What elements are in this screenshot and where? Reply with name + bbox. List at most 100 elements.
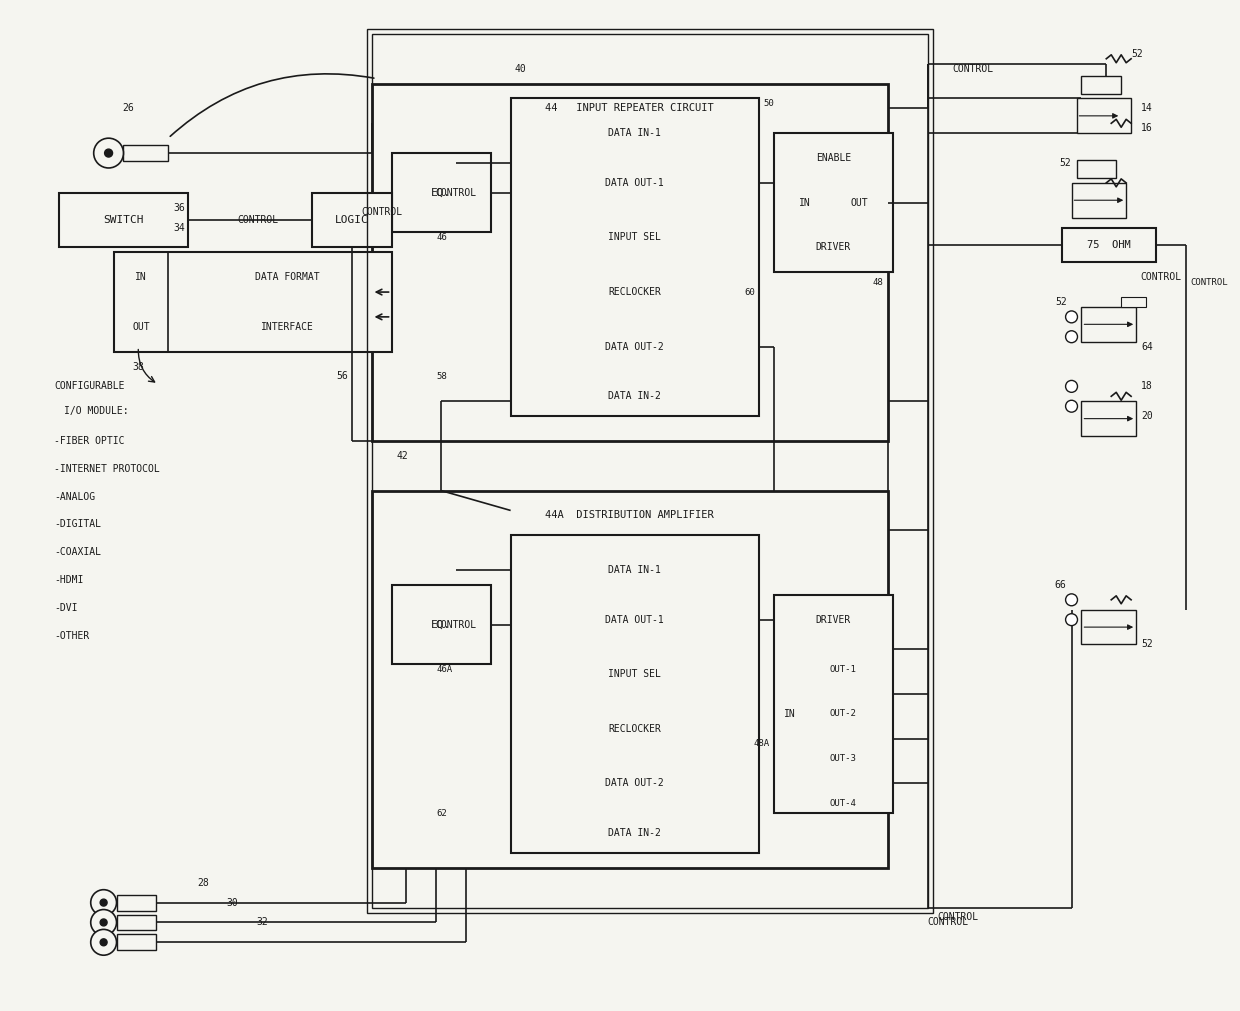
Text: 52: 52 bbox=[1141, 640, 1153, 649]
Text: 18: 18 bbox=[1141, 381, 1153, 391]
Text: CONTROL: CONTROL bbox=[237, 215, 278, 225]
Text: -DVI: -DVI bbox=[55, 603, 77, 613]
Text: I/O MODULE:: I/O MODULE: bbox=[64, 406, 129, 417]
Text: CONTROL: CONTROL bbox=[1141, 272, 1182, 282]
Circle shape bbox=[91, 910, 117, 935]
Text: DATA IN-2: DATA IN-2 bbox=[609, 828, 661, 838]
Text: SWITCH: SWITCH bbox=[103, 215, 144, 225]
Bar bbox=[1081, 76, 1121, 93]
Bar bbox=[1081, 610, 1136, 644]
Bar bbox=[511, 98, 759, 417]
Bar bbox=[312, 193, 392, 248]
Bar bbox=[367, 29, 932, 913]
Bar bbox=[511, 535, 759, 853]
Bar bbox=[60, 193, 188, 248]
Text: DATA IN-2: DATA IN-2 bbox=[609, 391, 661, 401]
Bar bbox=[372, 34, 928, 908]
Bar bbox=[124, 146, 169, 161]
Text: OUT-1: OUT-1 bbox=[830, 665, 857, 673]
Bar bbox=[372, 84, 888, 441]
Text: IN: IN bbox=[799, 198, 810, 207]
Text: 34: 34 bbox=[174, 222, 185, 233]
Text: 16: 16 bbox=[1141, 123, 1153, 133]
Text: 56: 56 bbox=[336, 371, 347, 381]
Text: -OTHER: -OTHER bbox=[55, 631, 89, 641]
Text: 50: 50 bbox=[764, 99, 775, 108]
Text: CONTROL: CONTROL bbox=[1190, 278, 1229, 287]
Text: DRIVER: DRIVER bbox=[816, 243, 851, 253]
Circle shape bbox=[94, 139, 124, 168]
Text: 14: 14 bbox=[1141, 103, 1153, 113]
Text: CONTROL: CONTROL bbox=[435, 620, 476, 630]
Text: 44   INPUT REPEATER CIRCUIT: 44 INPUT REPEATER CIRCUIT bbox=[546, 103, 714, 113]
Text: 52: 52 bbox=[1060, 158, 1071, 168]
Text: 30: 30 bbox=[227, 898, 238, 908]
Text: DATA IN-1: DATA IN-1 bbox=[609, 128, 661, 139]
Text: DATA IN-1: DATA IN-1 bbox=[609, 565, 661, 575]
Text: INTERFACE: INTERFACE bbox=[260, 321, 314, 332]
Text: DATA OUT-1: DATA OUT-1 bbox=[605, 178, 665, 188]
Bar bbox=[117, 895, 156, 911]
Bar bbox=[774, 133, 893, 272]
Text: CONTROL: CONTROL bbox=[937, 913, 978, 922]
Circle shape bbox=[1065, 331, 1078, 343]
Text: CONTROL: CONTROL bbox=[928, 917, 968, 927]
Text: OUT: OUT bbox=[131, 321, 150, 332]
Text: -DIGITAL: -DIGITAL bbox=[55, 520, 100, 530]
Text: 58: 58 bbox=[436, 372, 446, 381]
Text: IN: IN bbox=[135, 272, 146, 282]
Text: 48A: 48A bbox=[754, 739, 770, 748]
Text: ENABLE: ENABLE bbox=[816, 153, 851, 163]
Bar bbox=[1081, 401, 1136, 436]
Bar bbox=[392, 153, 491, 233]
Text: 28: 28 bbox=[197, 878, 208, 888]
Text: 64: 64 bbox=[1141, 342, 1153, 352]
Bar bbox=[774, 594, 893, 813]
Text: LOGIC: LOGIC bbox=[335, 215, 368, 225]
Text: OUT-2: OUT-2 bbox=[830, 710, 857, 719]
Bar bbox=[1121, 297, 1146, 307]
Bar bbox=[1061, 227, 1156, 262]
Circle shape bbox=[1065, 311, 1078, 323]
Text: 60: 60 bbox=[744, 287, 755, 296]
Circle shape bbox=[91, 890, 117, 916]
Text: CONTROL: CONTROL bbox=[435, 188, 476, 198]
Bar bbox=[117, 915, 156, 930]
Text: INPUT SEL: INPUT SEL bbox=[609, 233, 661, 243]
Text: CONTROL: CONTROL bbox=[952, 64, 993, 74]
Bar bbox=[1081, 307, 1136, 342]
Text: 40: 40 bbox=[515, 64, 527, 74]
Text: -COAXIAL: -COAXIAL bbox=[55, 547, 100, 557]
Bar bbox=[1076, 160, 1116, 178]
Circle shape bbox=[91, 929, 117, 955]
Bar bbox=[1076, 98, 1131, 133]
Text: 62: 62 bbox=[436, 809, 446, 818]
Text: 26: 26 bbox=[123, 103, 134, 113]
Text: DATA OUT-1: DATA OUT-1 bbox=[605, 615, 665, 625]
Text: EQ.: EQ. bbox=[432, 620, 451, 630]
Text: -FIBER OPTIC: -FIBER OPTIC bbox=[55, 436, 124, 446]
Text: 75  OHM: 75 OHM bbox=[1087, 240, 1131, 250]
Text: DATA OUT-2: DATA OUT-2 bbox=[605, 778, 665, 789]
Text: 44A  DISTRIBUTION AMPLIFIER: 44A DISTRIBUTION AMPLIFIER bbox=[546, 511, 714, 521]
Text: 52: 52 bbox=[1131, 49, 1143, 59]
Text: EQ.: EQ. bbox=[432, 188, 451, 198]
Text: 32: 32 bbox=[257, 917, 268, 927]
Circle shape bbox=[1065, 593, 1078, 606]
Text: 38: 38 bbox=[133, 362, 144, 371]
Circle shape bbox=[1065, 380, 1078, 392]
Circle shape bbox=[1065, 614, 1078, 626]
Text: DATA FORMAT: DATA FORMAT bbox=[255, 272, 320, 282]
Text: 36: 36 bbox=[174, 202, 185, 212]
Bar bbox=[117, 934, 156, 950]
Text: 52: 52 bbox=[1055, 297, 1066, 307]
Bar bbox=[372, 490, 888, 867]
Text: 48: 48 bbox=[873, 278, 884, 287]
Bar bbox=[114, 253, 392, 352]
Text: -ANALOG: -ANALOG bbox=[55, 491, 95, 501]
Text: OUT-3: OUT-3 bbox=[830, 754, 857, 763]
Text: 46: 46 bbox=[436, 233, 446, 242]
Text: RECLOCKER: RECLOCKER bbox=[609, 724, 661, 734]
Text: CONTROL: CONTROL bbox=[361, 207, 402, 217]
Circle shape bbox=[100, 919, 107, 926]
